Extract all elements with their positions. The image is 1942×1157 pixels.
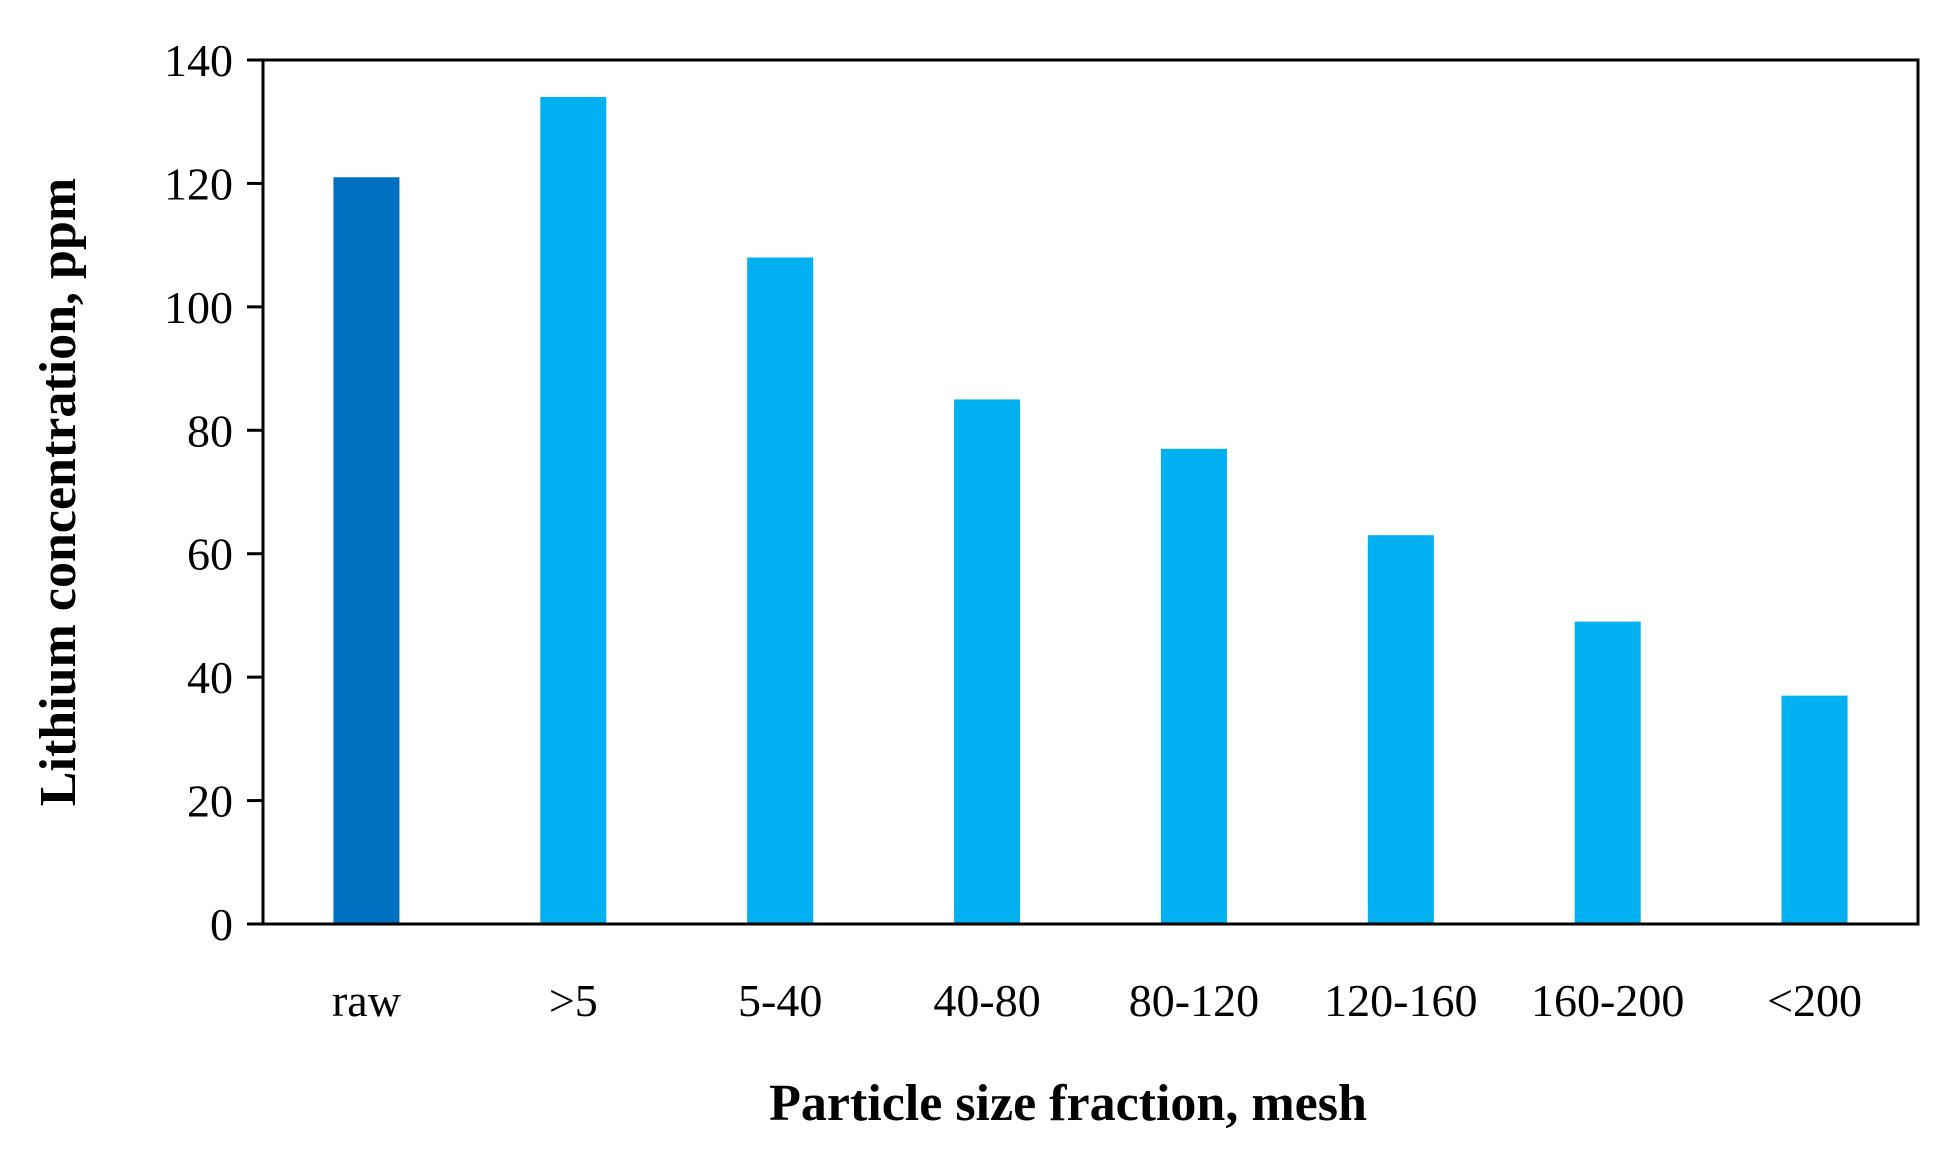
y-tick-label: 40 [187,652,233,703]
bar-0 [333,177,400,924]
bar-7 [1781,695,1848,924]
x-tick-label: 120-160 [1324,975,1477,1026]
x-tick-label: 40-80 [933,975,1040,1026]
bar-4 [1160,448,1227,924]
bar-2 [747,257,814,924]
x-axis-title: Particle size fraction, mesh [769,1075,1367,1132]
x-tick-label: 80-120 [1129,975,1259,1026]
bar-1 [540,97,607,924]
y-tick-label: 0 [210,899,233,950]
x-tick-label: 160-200 [1531,975,1684,1026]
y-tick-label: 100 [164,282,233,333]
y-tick-label: 20 [187,776,233,827]
y-tick-label: 80 [187,405,233,456]
x-tick-label: <200 [1767,975,1862,1026]
x-tick-label: >5 [549,975,598,1026]
x-tick-label: 5-40 [738,975,822,1026]
y-axis-title: Lithium concentration, ppm [30,178,87,806]
bar-5 [1367,535,1434,924]
bars-layer [333,97,1848,924]
y-tick-label: 60 [187,529,233,580]
x-axis-ticks: raw >5 5-40 40-80 80-120 120-160 160-200 <200 [332,975,1862,1026]
y-tick-label: 120 [164,158,233,209]
y-axis-ticks: 0 20 40 60 80 100 120 140 [164,35,263,950]
bar-3 [954,399,1021,924]
x-tick-label: raw [332,975,402,1026]
plot-area-frame [261,58,1920,926]
y-tick-label: 140 [164,35,233,86]
bar-6 [1574,621,1641,924]
